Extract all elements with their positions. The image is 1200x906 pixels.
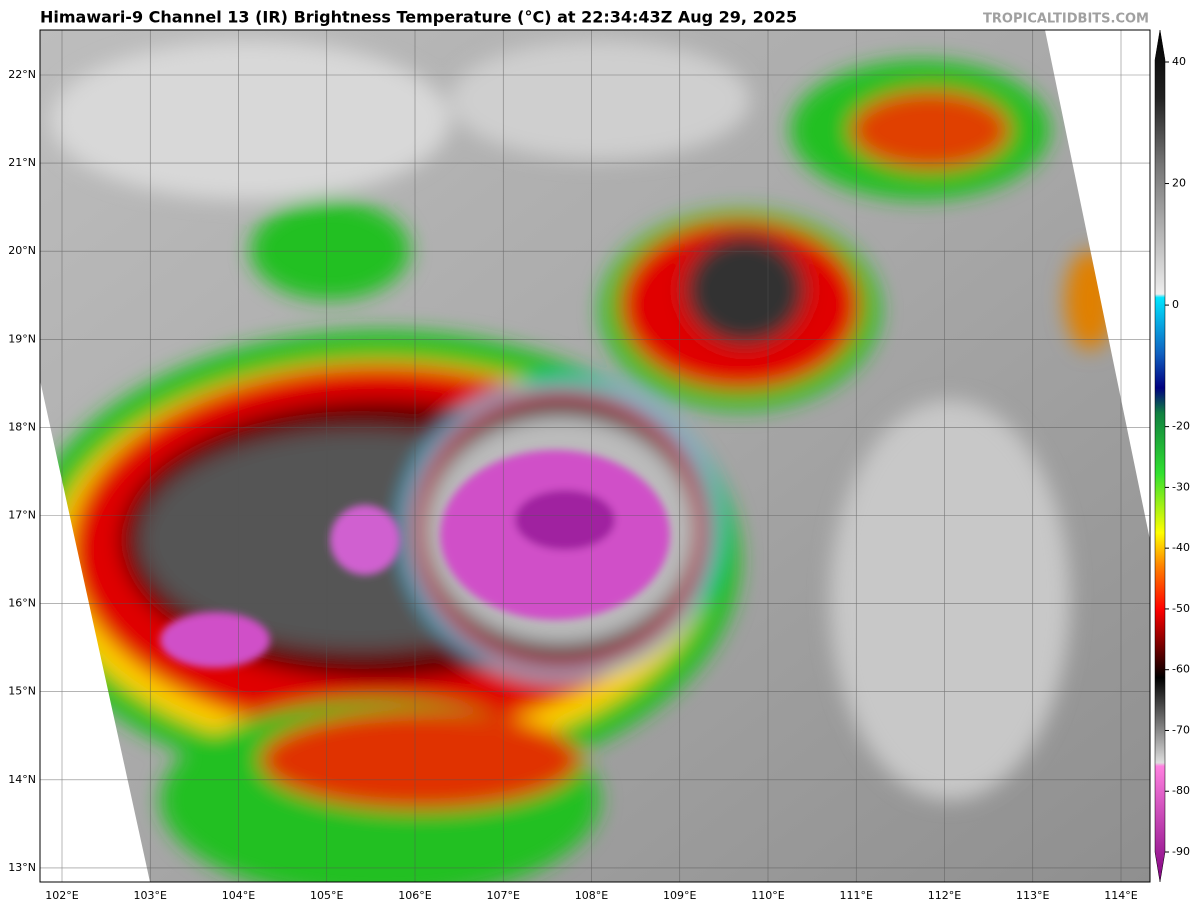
lon-label: 113°E [1016,889,1049,902]
lat-label: 13°N [8,861,36,874]
colorbar-label: -70 [1172,723,1190,736]
colorbar-label: -80 [1172,784,1190,797]
lon-label: 109°E [663,889,696,902]
lon-label: 103°E [134,889,167,902]
lon-label: 108°E [575,889,608,902]
lat-label: 17°N [8,509,36,522]
lat-label: 19°N [8,332,36,345]
colorbar [1154,29,1166,883]
credit: TROPICALTIDBITS.COM [983,12,1149,27]
lat-label: 21°N [8,156,36,169]
map-frame [39,29,1151,883]
colorbar-label: -40 [1172,541,1190,554]
colorbar-label: -30 [1172,480,1190,493]
lon-label: 106°E [398,889,431,902]
colorbar-label: 40 [1172,55,1186,68]
lon-label: 104°E [222,889,255,902]
colorbar-label: -90 [1172,845,1190,858]
lon-label: 110°E [751,889,784,902]
lat-label: 18°N [8,420,36,433]
lon-label: 112°E [928,889,961,902]
colorbar-label: -50 [1172,602,1190,615]
colorbar-label: -60 [1172,663,1190,676]
satellite-image [40,30,1150,882]
lon-label: 111°E [840,889,873,902]
lat-label: 22°N [8,68,36,81]
lon-label: 107°E [487,889,520,902]
lon-label: 105°E [310,889,343,902]
lat-label: 14°N [8,773,36,786]
lat-label: 16°N [8,597,36,610]
lat-label: 20°N [8,244,36,257]
lon-label: 114°E [1104,889,1137,902]
lat-label: 15°N [8,685,36,698]
lon-label: 102°E [45,889,78,902]
colorbar-label: -20 [1172,420,1190,433]
title: Himawari-9 Channel 13 (IR) Brightness Te… [40,8,797,27]
colorbar-label: 20 [1172,177,1186,190]
colorbar-label: 0 [1172,298,1179,311]
